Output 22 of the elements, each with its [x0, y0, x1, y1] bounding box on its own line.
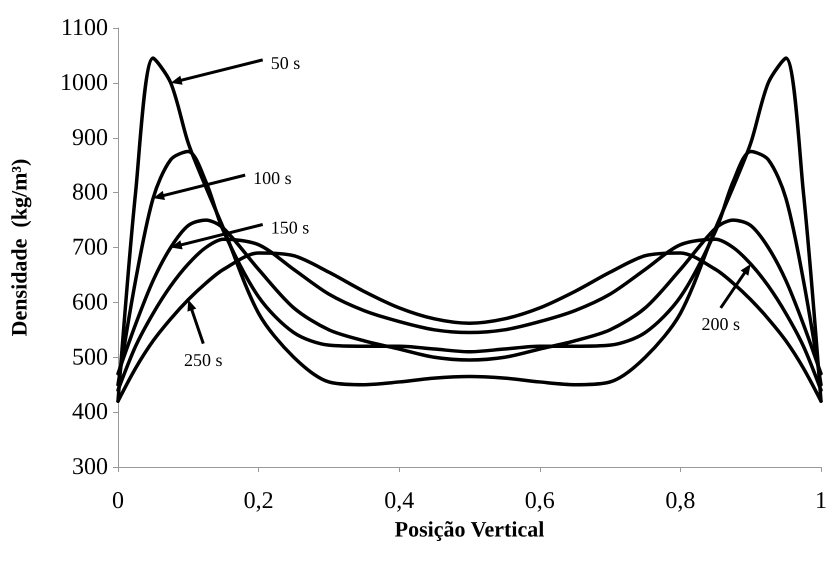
y-tick-label: 700: [72, 234, 108, 260]
y-tick-label: 1000: [60, 70, 108, 96]
y-axis-title: Densidade (kg/m³): [6, 158, 32, 336]
y-tick-label: 400: [72, 399, 108, 426]
y-tick-label: 500: [72, 344, 108, 370]
y-tick-label: 300: [72, 454, 108, 480]
x-axis-title: Posição Vertical: [394, 516, 544, 542]
y-tick-label: 1100: [60, 15, 108, 41]
annotation: 150 s: [270, 218, 310, 238]
annotation: 250 s: [184, 350, 223, 370]
y-tick-label: 600: [72, 289, 108, 316]
x-tick-label: 1: [815, 488, 827, 514]
annotation: 100 s: [253, 168, 292, 188]
x-tick-label: 0,4: [384, 488, 414, 514]
y-tick-label: 800: [72, 180, 108, 206]
x-tick-label: 0,8: [665, 488, 696, 514]
x-tick-label: 0: [112, 488, 124, 514]
annotation: 50 s: [270, 53, 300, 73]
x-tick-label: 0,6: [524, 488, 555, 514]
annotation: 200 s: [701, 314, 740, 334]
x-tick-label: 0,2: [244, 488, 274, 514]
y-tick-label: 900: [72, 124, 108, 151]
